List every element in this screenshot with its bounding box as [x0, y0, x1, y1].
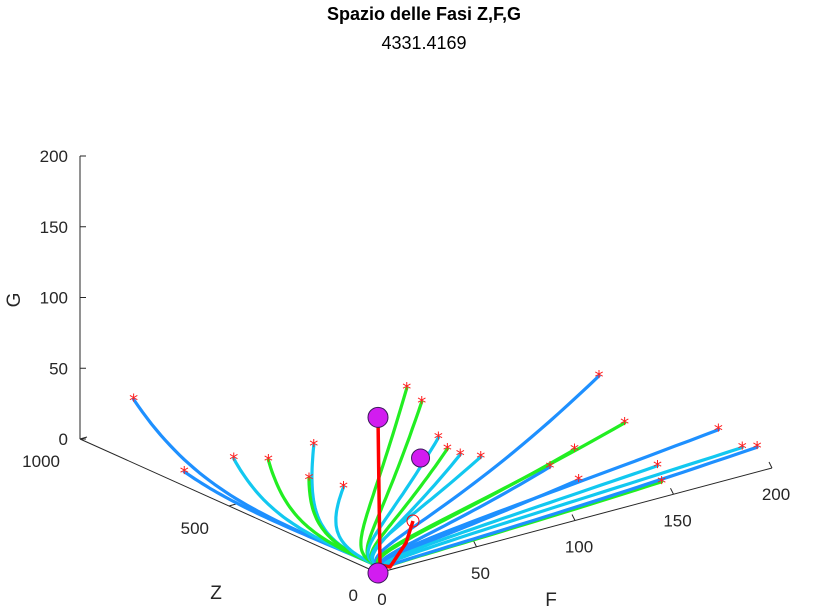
start-marker: * [620, 414, 629, 435]
trajectory-line [380, 464, 659, 571]
start-marker: * [653, 457, 662, 478]
g-tick-label: 0 [59, 430, 68, 449]
f-tick-label: 50 [471, 564, 490, 583]
start-marker: * [595, 367, 604, 388]
z-tick-label: 500 [181, 519, 209, 538]
start-marker: * [657, 473, 666, 494]
equilibrium-point [367, 562, 389, 584]
chart-title: Spazio delle Fasi Z,F,G [327, 4, 521, 24]
chart-subtitle: 4331.4169 [381, 33, 466, 53]
start-marker: * [574, 471, 583, 492]
f-axis-tick [473, 540, 477, 547]
g-axis-label: G [4, 293, 25, 308]
trajectory-line [266, 458, 386, 571]
start-marker: * [434, 429, 443, 450]
start-marker: * [546, 458, 555, 479]
start-marker: * [714, 421, 723, 442]
start-marker: * [738, 439, 747, 460]
f-axis-tick [571, 514, 576, 521]
start-marker: * [402, 379, 411, 400]
f-tick-label: 150 [663, 511, 691, 530]
f-tick-label: 0 [377, 590, 386, 609]
z-tick-label: 0 [349, 586, 358, 605]
start-marker: * [264, 451, 273, 472]
main-trajectory [376, 417, 415, 569]
trajectory-line [334, 485, 386, 571]
f-axis-tick [670, 488, 674, 495]
trajectory-line [378, 428, 720, 571]
f-tick-label: 100 [565, 538, 593, 557]
g-tick-label: 100 [40, 289, 68, 308]
start-marker: * [753, 438, 762, 459]
start-marker: * [476, 448, 485, 469]
f-axis-label: F [545, 590, 557, 609]
start-marker: * [129, 390, 138, 411]
tick-group: 0 50 100 150 200 0 500 1000 0 50 100 150 200 [22, 147, 790, 609]
trajectory-line [370, 455, 483, 571]
z-axis-label: Z [210, 583, 222, 604]
g-tick-label: 50 [49, 359, 68, 378]
start-marker: * [417, 393, 426, 414]
start-marker: * [456, 446, 465, 467]
trajectory-group [132, 374, 759, 571]
trajectory-line [382, 445, 759, 571]
equilibrium-point [411, 448, 431, 468]
start-marker: * [339, 478, 348, 499]
f-axis-tick [768, 461, 773, 469]
start-marker: * [304, 469, 313, 490]
start-marker: * [309, 436, 318, 457]
end-circle [406, 514, 420, 528]
z-axis-tick [79, 436, 88, 440]
g-tick-label: 150 [40, 218, 68, 237]
trajectory-line [307, 476, 386, 571]
start-marker: * [180, 463, 189, 484]
z-tick-label: 1000 [22, 452, 60, 471]
start-marker: * [443, 440, 452, 461]
marker-group: *** *** ***** * *********** [129, 367, 762, 584]
g-tick-label: 200 [40, 147, 68, 166]
start-marker: * [570, 441, 579, 462]
f-tick-label: 200 [762, 485, 790, 504]
start-marker: * [229, 450, 238, 471]
equilibrium-point [367, 406, 389, 428]
trajectory-line [359, 386, 409, 571]
z-axis-tick [228, 503, 237, 507]
